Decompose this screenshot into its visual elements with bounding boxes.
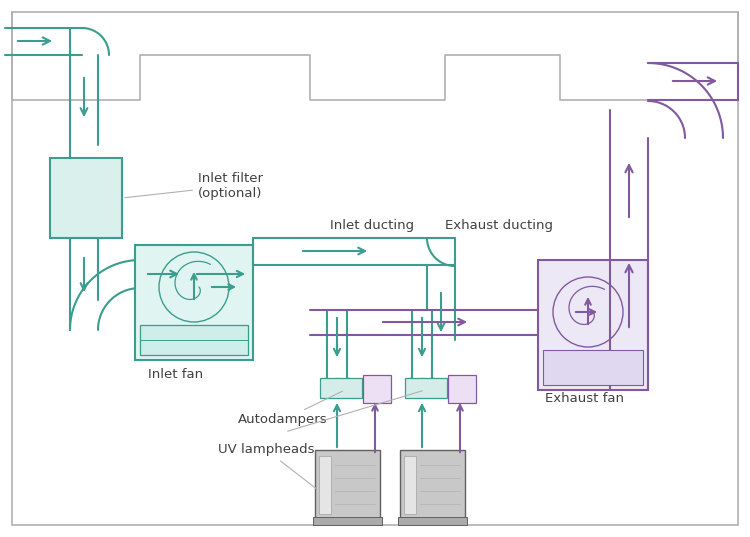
Text: Inlet fan: Inlet fan	[148, 368, 203, 381]
Bar	[543, 350, 643, 385]
Text: Autodampers: Autodampers	[238, 391, 343, 426]
Bar	[404, 456, 416, 514]
Bar	[405, 378, 447, 398]
Bar	[315, 450, 380, 520]
Text: Inlet ducting: Inlet ducting	[330, 219, 414, 231]
Bar	[50, 158, 122, 238]
Bar	[320, 378, 362, 398]
Bar	[319, 456, 331, 514]
Text: Inlet filter
(optional): Inlet filter (optional)	[124, 172, 263, 200]
Bar	[140, 325, 248, 355]
Bar	[135, 245, 253, 360]
Bar	[313, 517, 382, 525]
Bar	[400, 450, 465, 520]
Text: UV lampheads: UV lampheads	[218, 444, 316, 488]
Bar	[538, 260, 648, 390]
Bar	[448, 375, 476, 403]
Text: Exhaust fan: Exhaust fan	[545, 391, 624, 404]
Bar	[363, 375, 391, 403]
Bar	[398, 517, 467, 525]
Text: Exhaust ducting: Exhaust ducting	[445, 219, 553, 231]
